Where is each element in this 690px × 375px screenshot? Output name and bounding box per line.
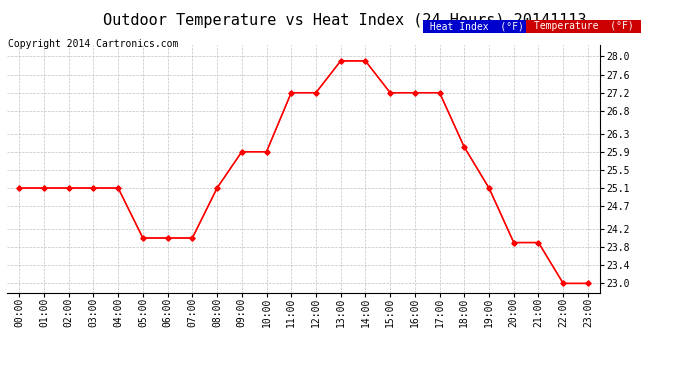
Text: Temperature  (°F): Temperature (°F) (528, 21, 640, 31)
Text: Copyright 2014 Cartronics.com: Copyright 2014 Cartronics.com (8, 39, 179, 50)
Text: Outdoor Temperature vs Heat Index (24 Hours) 20141113: Outdoor Temperature vs Heat Index (24 Ho… (104, 13, 586, 28)
Text: Heat Index  (°F): Heat Index (°F) (424, 21, 530, 31)
